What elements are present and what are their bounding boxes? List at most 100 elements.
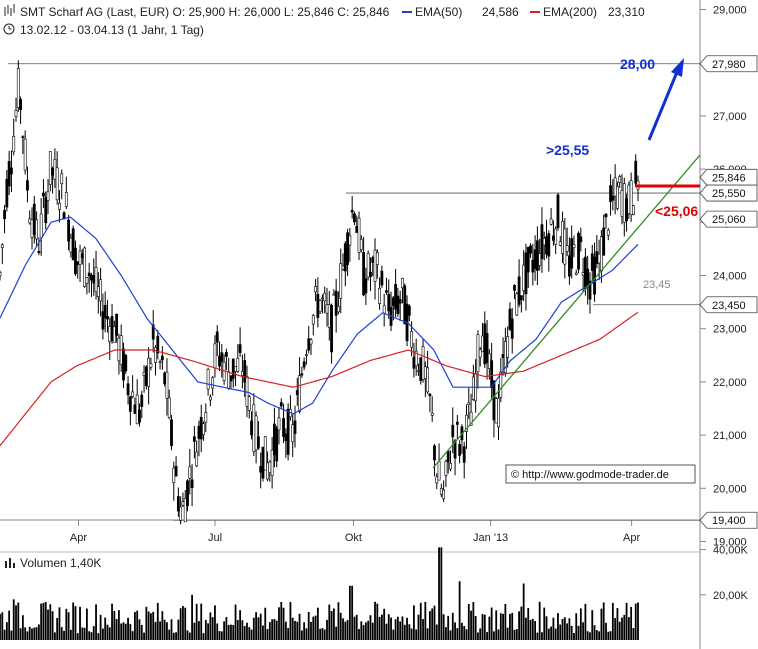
volume-bar <box>150 613 152 640</box>
price-bar <box>220 344 224 378</box>
ema200-marker-annotation: 23,45 <box>643 279 671 291</box>
price-bar <box>526 246 530 288</box>
price-bar <box>55 151 59 205</box>
price-bar-body <box>147 357 151 387</box>
price-bar-body <box>433 445 436 461</box>
price-bar-body <box>412 356 416 369</box>
price-bar <box>460 424 464 454</box>
volume-bar <box>214 605 216 640</box>
price-bar-body <box>99 279 103 302</box>
price-bar <box>0 243 4 265</box>
price-bar-body <box>439 488 443 495</box>
price-axis-tick-label: 20,000 <box>713 483 747 495</box>
volume-bar <box>209 612 212 640</box>
price-bar <box>42 179 45 209</box>
volume-bar <box>312 616 315 640</box>
price-bar <box>462 441 466 479</box>
volume-bar <box>218 631 221 640</box>
volume-bar <box>557 613 559 640</box>
volume-bar <box>262 625 264 640</box>
price-bar-body <box>572 244 576 248</box>
price-bar <box>234 366 237 387</box>
price-bar <box>236 343 240 373</box>
volume-bar <box>72 602 75 640</box>
volume-bar <box>264 607 267 640</box>
price-bar-body <box>522 264 526 291</box>
price-bar-body <box>538 253 542 266</box>
price-bar-body <box>3 209 6 220</box>
price-bar-body <box>545 236 548 255</box>
price-bar-body <box>403 285 407 325</box>
price-bar <box>302 357 306 371</box>
price-bar <box>35 211 38 248</box>
price-bar <box>222 354 226 385</box>
volume-bar <box>440 547 443 640</box>
price-bar <box>412 342 416 378</box>
price-bar-body <box>398 299 402 304</box>
volume-bar <box>374 601 376 640</box>
volume-bar <box>376 603 379 640</box>
volume-axis: 40,00K 20,00K <box>700 545 749 602</box>
price-bar <box>103 291 107 333</box>
price-bar-body <box>547 233 551 257</box>
volume-bar <box>364 622 367 640</box>
price-bar-body <box>373 249 377 282</box>
price-bar-body <box>355 226 359 233</box>
price-bar-body <box>23 138 27 171</box>
price-bar-body <box>595 251 599 265</box>
price-bar-body <box>60 173 64 185</box>
price-bar <box>494 396 498 424</box>
price-bar <box>311 313 315 336</box>
price-bar-body <box>423 366 427 379</box>
price-bar-body <box>565 245 569 252</box>
price-bar <box>570 225 574 279</box>
price-bar <box>522 250 526 302</box>
price-bar <box>23 130 27 175</box>
price-bar <box>492 380 496 438</box>
price-bar <box>277 407 281 445</box>
volume-bar <box>17 602 20 640</box>
volume-bar <box>591 610 594 640</box>
price-bar-body <box>371 257 375 263</box>
volume-bar <box>289 601 292 640</box>
volume-bar <box>193 622 196 640</box>
volume-bar <box>614 618 617 640</box>
price-bar <box>632 205 635 216</box>
price-bar <box>435 473 439 490</box>
volume-bar <box>552 617 555 640</box>
volume-bar <box>488 616 491 640</box>
volume-bar <box>456 628 459 640</box>
price-bar <box>128 395 132 426</box>
price-bar-body <box>332 293 336 296</box>
price-bar <box>551 220 555 246</box>
price-bar-body <box>567 255 571 277</box>
volume-bar <box>426 628 429 640</box>
level-lines: 27,980 25,846 25,550 25,060 23,450 19,400 <box>8 55 758 529</box>
price-bar <box>634 154 638 188</box>
price-bar-body <box>540 224 544 259</box>
price-bar <box>181 492 185 507</box>
price-bar <box>474 359 478 413</box>
price-bar <box>483 311 487 368</box>
price-bar <box>572 235 576 258</box>
price-bar-body <box>101 311 105 330</box>
price-bar <box>149 357 153 371</box>
price-bar <box>339 248 343 314</box>
volume-bar <box>358 629 360 640</box>
volume-bar <box>360 621 363 640</box>
price-bar <box>268 460 272 482</box>
volume-bar <box>630 606 633 640</box>
price-bar <box>332 289 336 296</box>
price-bar-body <box>506 336 510 358</box>
price-bar-body <box>366 253 370 278</box>
volume-bar <box>307 612 310 640</box>
price-bar-body <box>606 229 610 236</box>
volume-bar <box>335 626 338 640</box>
level-label: 27,980 <box>699 55 758 73</box>
price-bar-body <box>19 99 22 111</box>
volume-bar <box>472 602 475 640</box>
volume-bar <box>225 617 228 640</box>
price-bar-body <box>421 346 425 380</box>
price-bar-body <box>85 277 89 284</box>
price-bar <box>39 198 43 256</box>
